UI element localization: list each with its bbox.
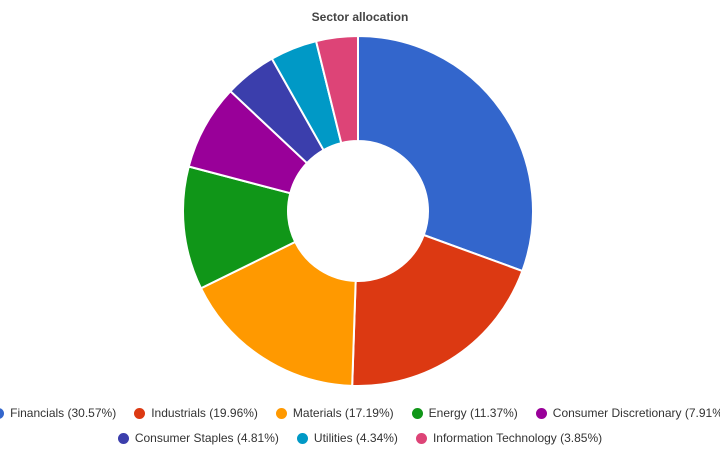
- legend-dot-icon: [535, 407, 547, 419]
- legend-label: Materials (17.19%): [292, 406, 394, 420]
- legend-row-1: Financials (30.57%) Industrials (19.96%) M…: [0, 406, 720, 420]
- legend-dot-icon: [134, 407, 146, 419]
- legend-dot-icon: [296, 432, 308, 444]
- chart-title: Sector allocation: [311, 10, 409, 24]
- legend-item-consumer-staples[interactable]: Consumer Staples (4.81%): [117, 431, 279, 445]
- legend-row-2: Consumer Staples (4.81%) Utilities (4.34%…: [0, 431, 720, 445]
- legend-item-energy[interactable]: Energy (11.37%): [411, 406, 518, 420]
- legend-label: Consumer Staples (4.81%): [134, 431, 279, 445]
- legend-dot-icon: [275, 407, 287, 419]
- legend-dot-icon: [0, 407, 5, 419]
- legend-item-financials[interactable]: Financials (30.57%): [0, 406, 116, 420]
- legend-label: Industrials (19.96%): [151, 406, 258, 420]
- legend-item-utilities[interactable]: Utilities (4.34%): [296, 431, 398, 445]
- legend-label: Energy (11.37%): [428, 406, 518, 420]
- legend-label: Utilities (4.34%): [313, 431, 398, 445]
- legend-label: Information Technology (3.85%): [432, 431, 603, 445]
- legend-label: Consumer Discretionary (7.91%): [552, 406, 720, 420]
- slice-information-technology[interactable]: [314, 34, 359, 145]
- legend-item-materials[interactable]: Materials (17.19%): [275, 406, 394, 420]
- legend-dot-icon: [117, 432, 129, 444]
- legend-item-consumer-discretionary[interactable]: Consumer Discretionary (7.91%): [535, 406, 720, 420]
- legend-item-information-technology[interactable]: Information Technology (3.85%): [415, 431, 603, 445]
- legend-label: Financials (30.57%): [10, 406, 117, 420]
- legend-item-industrials[interactable]: Industrials (19.96%): [134, 406, 258, 420]
- slice-industrials[interactable]: [351, 233, 524, 387]
- donut-chart: [182, 34, 534, 387]
- legend-dot-icon: [411, 407, 423, 419]
- slice-financials[interactable]: [357, 34, 534, 273]
- legend-dot-icon: [415, 432, 427, 444]
- slice-materials[interactable]: [199, 240, 357, 387]
